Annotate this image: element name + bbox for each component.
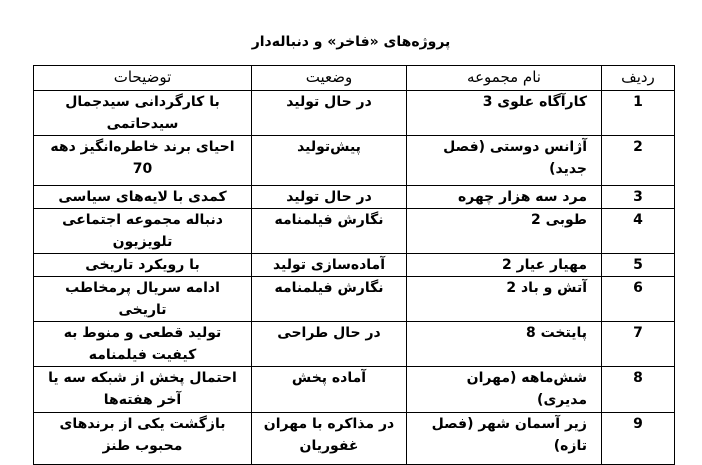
cell-status: نگارش فیلمنامه: [251, 208, 407, 254]
cell-row-number: 1: [601, 90, 675, 136]
cell-status: نگارش فیلمنامه: [251, 276, 407, 322]
table-row: 1 کارآگاه علوی 3 در حال تولید با کارگردانی …: [33, 90, 675, 136]
cell-status: در حال تولید: [251, 90, 407, 136]
cell-row-number: 5: [601, 253, 675, 277]
cell-description: ادامه سریال پرمخاطب تاریخی: [33, 276, 252, 322]
cell-description: احیای برند خاطره‌انگیز دهه 70: [33, 135, 252, 186]
header-series-name: نام مجموعه: [406, 65, 602, 91]
cell-description: کمدی با لایه‌های سیاسی: [33, 185, 252, 209]
cell-description: با رویکرد تاریخی: [33, 253, 252, 277]
table-row: 3 مرد سه هزار چهره در حال تولید کمدی با لای…: [33, 185, 675, 209]
cell-series-name: طوبی 2: [406, 208, 602, 254]
cell-row-number: 3: [601, 185, 675, 209]
cell-row-number: 4: [601, 208, 675, 254]
cell-status: آماده پخش: [251, 366, 407, 413]
table-row: 8 شش‌ماهه (مهران مدیری) آماده پخش احتمال پخ…: [33, 366, 675, 413]
cell-description: احتمال پخش از شبکه سه یا آخر هفته‌ها: [33, 366, 252, 413]
document-title: پروژه‌های «فاخر» و دنباله‌دار: [251, 34, 451, 50]
cell-status: پیش‌تولید: [251, 135, 407, 186]
cell-status: در حال طراحی: [251, 321, 407, 367]
cell-status: آماده‌سازی تولید: [251, 253, 407, 277]
header-row-number: ردیف: [601, 65, 675, 91]
header-status: وضعیت: [251, 65, 407, 91]
cell-series-name: پایتخت 8: [406, 321, 602, 367]
table-header-row: ردیف نام مجموعه وضعیت توضیحات: [33, 65, 675, 91]
cell-row-number: 9: [601, 412, 675, 465]
cell-row-number: 6: [601, 276, 675, 322]
header-description: توضیحات: [33, 65, 252, 91]
cell-series-name: کارآگاه علوی 3: [406, 90, 602, 136]
cell-series-name: شش‌ماهه (مهران مدیری): [406, 366, 602, 413]
cell-series-name: مهیار عیار 2: [406, 253, 602, 277]
table-row: 5 مهیار عیار 2 آماده‌سازی تولید با رویکرد ت…: [33, 253, 675, 277]
cell-description: بازگشت یکی از برندهای محبوب طنز: [33, 412, 252, 465]
cell-series-name: آژانس دوستی (فصل جدید): [406, 135, 602, 186]
cell-row-number: 2: [601, 135, 675, 186]
table-row: 2 آژانس دوستی (فصل جدید) پیش‌تولید احیای بر…: [33, 135, 675, 186]
table-row: 9 زیر آسمان شهر (فصل تازه) در مذاکره با مه…: [33, 412, 675, 465]
table-row: 7 پایتخت 8 در حال طراحی تولید قطعی و منوط ب…: [33, 321, 675, 367]
cell-description: تولید قطعی و منوط به کیفیت فیلمنامه: [33, 321, 252, 367]
table-row: 4 طوبی 2 نگارش فیلمنامه دنباله مجموعه اجتما…: [33, 208, 675, 254]
cell-description: دنباله مجموعه اجتماعی تلویزیون: [33, 208, 252, 254]
cell-row-number: 7: [601, 321, 675, 367]
cell-description: با کارگردانی سیدجمال سیدحاتمی: [33, 90, 252, 136]
cell-series-name: زیر آسمان شهر (فصل تازه): [406, 412, 602, 465]
cell-status: در حال تولید: [251, 185, 407, 209]
cell-status: در مذاکره با مهران غفوریان: [251, 412, 407, 465]
cell-row-number: 8: [601, 366, 675, 413]
projects-table: ردیف نام مجموعه وضعیت توضیحات 1 کارآگاه ع…: [33, 65, 675, 465]
cell-series-name: آتش و باد 2: [406, 276, 602, 322]
table-row: 6 آتش و باد 2 نگارش فیلمنامه ادامه سریال پر…: [33, 276, 675, 322]
cell-series-name: مرد سه هزار چهره: [406, 185, 602, 209]
